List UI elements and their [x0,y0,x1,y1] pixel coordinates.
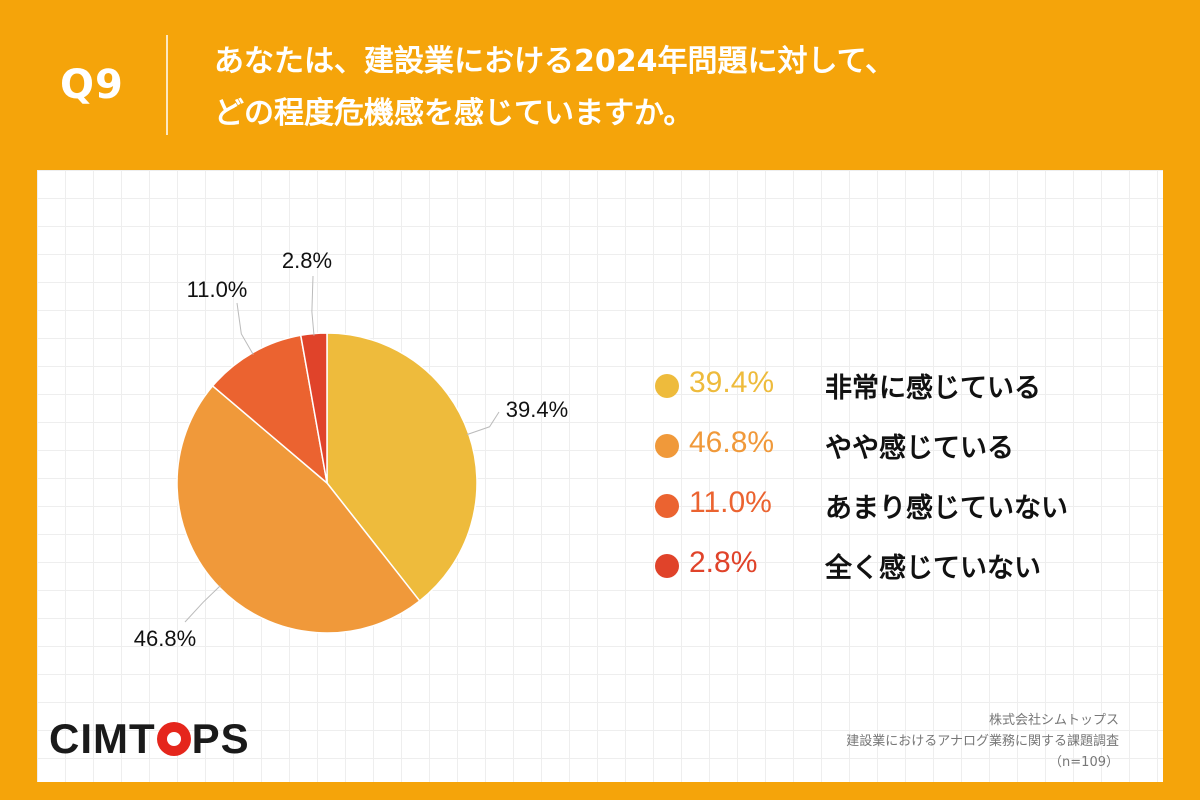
legend-item-2: 46.8% やや感じている [647,420,1127,480]
legend-category-label: あまり感じていない [825,493,1068,524]
legend-percentage: 11.0% [689,486,772,519]
leader-line-2 [184,585,221,623]
legend-item-4: 2.8% 全く感じていない [647,540,1127,600]
legend-percentage: 39.4% [689,366,775,399]
legend-category-label: やや感じている [825,433,1014,464]
legend-item-1: 39.4% 非常に感じている [647,360,1127,420]
slice-value-label-2: 46.8% [134,626,196,651]
legend-color-dot [655,374,679,398]
legend-percentage: 2.8% [689,546,758,579]
slice-value-label-4: 2.8% [282,248,332,273]
chart-panel: 39.4% 46.8% 11.0% 2.8% 39.4% 非常に感じている 46.8% やや… [37,170,1163,782]
legend-color-dot [655,554,679,578]
chart-legend: 39.4% 非常に感じている 46.8% やや感じている 11.0% あまり感じていない 2… [647,360,1127,600]
leader-line-3 [236,302,254,355]
legend-color-dot [655,434,679,458]
header: Q9 あなたは、建設業における2024年問題に対して、 どの程度危機感を感じてい… [0,0,1200,170]
slice-value-label-3: 11.0% [187,277,248,302]
legend-color-dot [655,494,679,518]
source-note: 株式会社シムトップス 建設業におけるアナログ業務に関する課題調査 （n=109） [846,710,1119,773]
leader-line-1 [466,411,500,436]
question-text: あなたは、建設業における2024年問題に対して、 どの程度危機感を感じていますか… [214,36,895,140]
question-line-1: あなたは、建設業における2024年問題に対して、 [214,44,896,79]
question-line-2: どの程度危機感を感じていますか。 [214,96,694,131]
slice-value-label-1: 39.4% [506,397,568,422]
source-survey: 建設業におけるアナログ業務に関する課題調査 [846,734,1119,749]
legend-category-label: 非常に感じている [825,373,1041,404]
logo-text-end: PS [191,715,250,762]
logo-o-mark [156,722,191,756]
logo-text-start: CIMT [49,715,156,762]
pie-chart: 39.4% 46.8% 11.0% 2.8% [134,248,568,651]
legend-item-3: 11.0% あまり感じていない [647,480,1127,540]
header-divider [166,35,168,135]
source-company: 株式会社シムトップス [988,713,1119,728]
source-sample-size: （n=109） [1049,755,1119,770]
legend-percentage: 46.8% [689,426,775,459]
leader-line-4 [311,275,315,336]
question-number: Q9 [60,62,124,108]
legend-category-label: 全く感じていない [825,553,1041,584]
cimtops-logo: CIMT PS [49,715,250,763]
